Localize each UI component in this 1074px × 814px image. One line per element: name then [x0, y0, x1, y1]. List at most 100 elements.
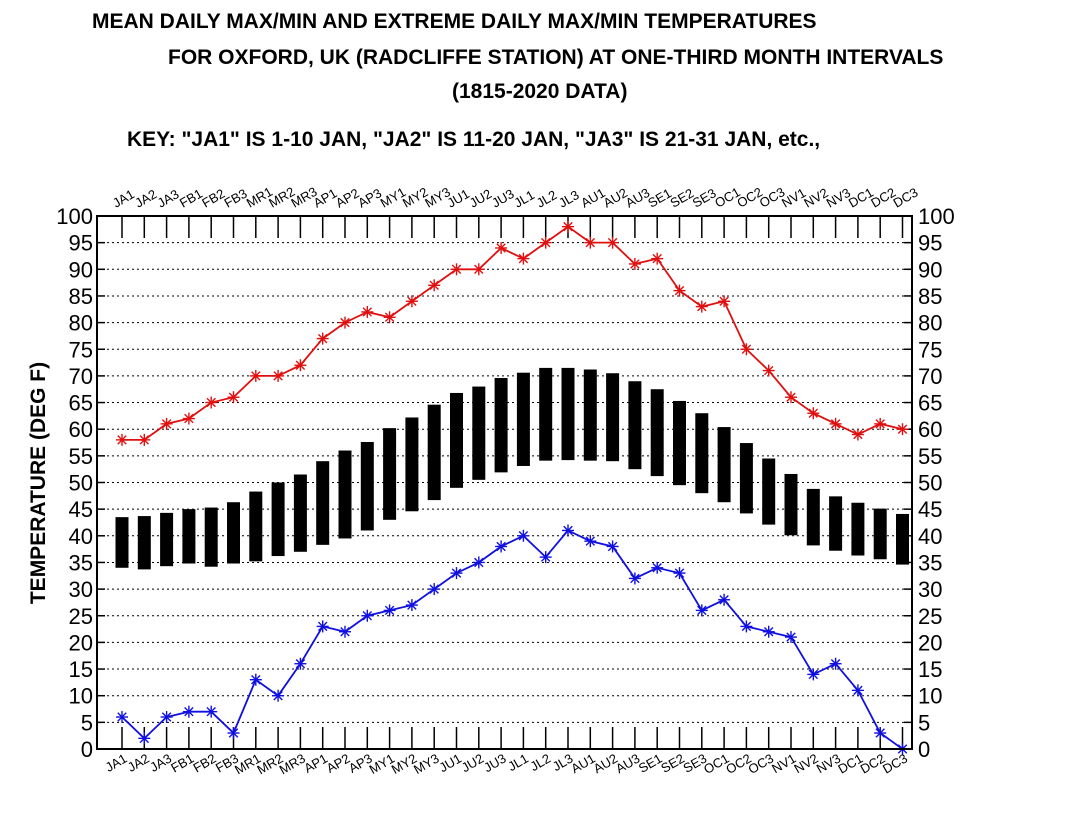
- extreme-max-point: [361, 305, 374, 318]
- extreme-max-point: [628, 257, 641, 270]
- mean-range-bar: [115, 517, 129, 568]
- y-axis-label: TEMPERATURE (DEG F): [27, 362, 50, 604]
- extreme-max-point: [851, 428, 864, 441]
- extreme-min-point: [495, 540, 508, 553]
- extreme-min-point: [762, 625, 775, 638]
- extreme-max-point: [383, 311, 396, 324]
- extreme-min-point: [472, 556, 485, 569]
- extreme-max-point: [829, 417, 842, 430]
- mean-range-bar: [896, 513, 909, 565]
- extreme-min-point: [160, 711, 173, 724]
- extreme-min-point: [405, 599, 418, 612]
- x-tick-label-top: JL3: [556, 187, 582, 210]
- extreme-max-point: [673, 284, 686, 297]
- mean-range-bar: [516, 372, 530, 466]
- extreme-max-point: [249, 369, 262, 382]
- mean-range-bar: [873, 508, 887, 560]
- mean-range-bar: [271, 482, 285, 557]
- y-tick-label-right: 95: [918, 231, 942, 256]
- extreme-max-point: [294, 359, 307, 372]
- extreme-max-point: [896, 423, 909, 436]
- y-tick-label-right: 75: [918, 337, 942, 362]
- extreme-max-point: [874, 417, 887, 430]
- extreme-max-point: [428, 279, 441, 292]
- mean-range-bar: [160, 512, 174, 567]
- y-tick-label-left: 25: [69, 604, 93, 629]
- mean-range-bar: [494, 378, 508, 473]
- y-tick-label-left: 65: [69, 391, 93, 416]
- y-tick-label-right: 40: [918, 524, 942, 549]
- x-tick-label-top: DC3: [891, 185, 921, 211]
- extreme-min-point: [718, 593, 731, 606]
- extreme-max-point: [539, 236, 552, 249]
- mean-range-bar: [784, 473, 798, 536]
- extreme-min-point: [272, 689, 285, 702]
- mean-range-bar: [316, 461, 330, 545]
- y-tick-label-right: 45: [918, 497, 942, 522]
- y-tick-label-right: 60: [918, 417, 942, 442]
- mean-range-bar: [383, 428, 397, 520]
- extreme-max-point: [718, 295, 731, 308]
- extreme-min-point: [138, 732, 151, 745]
- x-tick-label-top: JL1: [511, 187, 537, 210]
- mean-range-bar: [472, 386, 486, 480]
- mean-range-bar: [851, 502, 865, 556]
- mean-range-bar: [182, 509, 196, 564]
- y-tick-label-right: 50: [918, 471, 942, 496]
- mean-range-bar: [450, 392, 463, 488]
- mean-range-bar: [673, 400, 686, 486]
- y-tick-label-right: 20: [918, 630, 942, 655]
- y-tick-label-left: 45: [69, 497, 93, 522]
- y-tick-label-right: 65: [918, 391, 942, 416]
- key-text: KEY: "JA1" IS 1-10 JAN, "JA2" IS 11-20 J…: [127, 128, 821, 151]
- y-tick-label-left: 0: [81, 737, 93, 762]
- extreme-max-point: [116, 433, 128, 446]
- extreme-max-point: [205, 396, 218, 409]
- mean-range-bar: [227, 502, 240, 564]
- extreme-min-point: [807, 668, 820, 681]
- extreme-min-point: [673, 567, 686, 580]
- extreme-min-point: [829, 657, 842, 670]
- y-tick-label-left: 5: [81, 710, 93, 735]
- extreme-max-point: [160, 417, 173, 430]
- extreme-min-point: [695, 604, 708, 617]
- extreme-max-point: [562, 220, 574, 233]
- y-tick-label-left: 40: [69, 524, 93, 549]
- title-line-1: MEAN DAILY MAX/MIN AND EXTREME DAILY MAX…: [92, 10, 817, 33]
- mean-range-bar: [762, 458, 776, 525]
- x-tick-label-bottom: JU3: [481, 751, 509, 776]
- y-tick-label-right: 100: [918, 204, 955, 229]
- mean-range-bar: [806, 488, 820, 546]
- y-tick-label-right: 90: [918, 257, 942, 282]
- y-tick-label-left: 10: [69, 684, 93, 709]
- y-tick-label-right: 80: [918, 311, 942, 336]
- extreme-series: [116, 220, 909, 755]
- y-tick-label-left: 85: [69, 284, 93, 309]
- y-tick-label-right: 5: [918, 710, 930, 735]
- y-tick-label-right: 0: [918, 737, 930, 762]
- extreme-min-point: [294, 657, 307, 670]
- x-tick-label-bottom: JL1: [505, 751, 531, 774]
- extreme-min-point: [562, 524, 574, 537]
- extreme-min-line: [121, 529, 904, 750]
- extreme-min-point: [205, 705, 218, 718]
- mean-range-bar: [606, 373, 620, 462]
- x-tick-label-bottom: DC3: [880, 751, 910, 777]
- y-tick-label-left: 35: [69, 550, 93, 575]
- extreme-max-point: [807, 407, 820, 420]
- mean-range-bar: [427, 404, 441, 501]
- extreme-min-point: [874, 727, 887, 740]
- x-tick-label-bottom: JL2: [528, 751, 554, 774]
- mean-range-bar: [628, 381, 642, 470]
- extreme-min-point: [651, 561, 664, 574]
- extreme-max-point: [182, 412, 195, 425]
- extreme-max-point: [606, 236, 619, 249]
- mean-range-bars: [115, 367, 909, 570]
- extreme-max-point: [695, 300, 708, 313]
- mean-range-bar: [829, 496, 843, 551]
- y-tick-label-right: 15: [918, 657, 942, 682]
- extreme-min-point: [116, 711, 128, 724]
- y-tick-label-right: 70: [918, 364, 942, 389]
